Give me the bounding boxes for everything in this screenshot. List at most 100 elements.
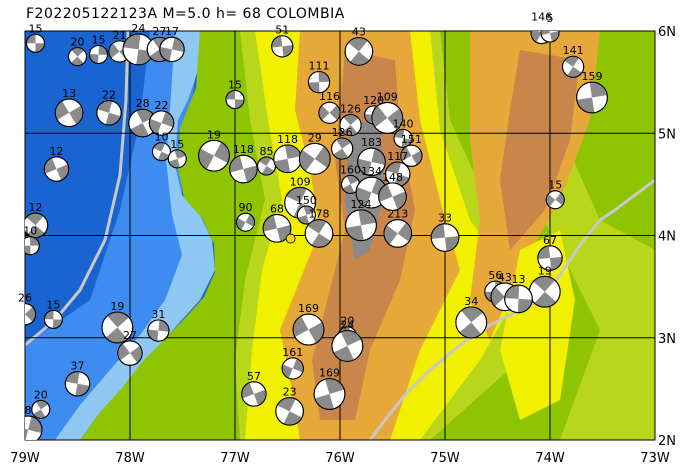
event-depth-label: 19 xyxy=(110,300,124,313)
event-depth-label: 120 xyxy=(363,94,384,107)
beachball-compression xyxy=(342,125,358,136)
beachball-rim xyxy=(54,98,84,128)
beachball-compression xyxy=(263,214,277,232)
beachball-compression xyxy=(172,37,185,52)
beachball-compression xyxy=(130,345,143,363)
beachball-icon xyxy=(262,214,292,243)
event-depth-label: 22 xyxy=(102,89,116,102)
beachball-compression xyxy=(383,225,398,245)
beachball-icon xyxy=(117,340,143,366)
event-depth-label: 15 xyxy=(92,34,106,47)
beachball-compression xyxy=(564,56,580,67)
beachball-icon xyxy=(273,144,302,174)
beachball-compression xyxy=(107,312,130,328)
event-depth-label: 15 xyxy=(46,298,60,311)
beachball-compression xyxy=(117,343,130,361)
beachball-compression xyxy=(308,82,320,93)
beachball-compression xyxy=(371,105,388,128)
beachball-compression xyxy=(394,129,405,139)
lon-tick-label: 74W xyxy=(535,451,565,466)
beachball-icon xyxy=(236,212,255,232)
event-depth-label: 22 xyxy=(155,99,169,112)
beachball-icon xyxy=(537,245,563,271)
main-event-marker xyxy=(285,233,296,244)
event-depth-label: 34 xyxy=(464,295,478,308)
beachball-compression xyxy=(283,411,303,426)
beachball-compression xyxy=(517,298,533,313)
event-depth-label: 169 xyxy=(319,367,340,380)
beachball-compression xyxy=(55,100,70,120)
lon-tick-label: 73W xyxy=(640,451,670,466)
beachball-icon xyxy=(430,223,460,252)
beachball-compression xyxy=(311,233,331,248)
event-depth-label: 169 xyxy=(298,302,319,315)
beachball-rim xyxy=(275,397,304,426)
event-depth-label: 20 xyxy=(340,315,354,328)
beachball-compression xyxy=(226,90,236,100)
beachball-compression xyxy=(69,105,83,125)
beachball-icon xyxy=(296,205,316,225)
event-depth-label: 134 xyxy=(361,165,382,178)
event-depth-label: 37 xyxy=(71,360,85,373)
event-depth-label: 150 xyxy=(296,194,317,207)
event-depth-label: 21 xyxy=(113,29,127,42)
beachball-icon xyxy=(345,209,377,242)
map-title: F202205122123A M=5.0 h= 68 COLOMBIA xyxy=(26,6,345,22)
beachball-icon xyxy=(371,102,404,134)
beachball-compression xyxy=(277,225,291,242)
beachball-rim xyxy=(378,182,407,211)
lat-tick-label: 4N xyxy=(658,230,676,245)
beachball-rim xyxy=(344,37,374,66)
event-depth-label: 31 xyxy=(151,308,165,321)
beachball-compression xyxy=(159,46,172,62)
beachball-rim xyxy=(68,47,87,67)
beachball-rim xyxy=(357,147,386,177)
event-depth-label: 15 xyxy=(548,179,562,192)
beachball-compression xyxy=(340,330,362,346)
beachball-rim xyxy=(25,212,49,238)
beachball-rim xyxy=(152,142,171,162)
event-depth-label: 19 xyxy=(207,128,221,141)
lon-tick-label: 79W xyxy=(10,451,40,466)
beachball-compression xyxy=(35,43,45,53)
beachball-rim xyxy=(25,303,37,326)
beachball-compression xyxy=(461,307,484,323)
event-depth-label: 124 xyxy=(351,198,372,211)
beachball-rim xyxy=(229,154,258,184)
event-depth-label: 5 xyxy=(547,12,554,25)
beachball-compression xyxy=(371,148,386,165)
beachball-compression xyxy=(25,428,29,440)
event-depth-label: 116 xyxy=(319,90,340,103)
beachball-compression xyxy=(282,45,293,57)
beachball-icon xyxy=(122,33,155,66)
beachball-compression xyxy=(28,416,42,434)
lat-tick-label: 6N xyxy=(658,25,676,40)
beachball-compression xyxy=(400,146,412,162)
beachball-rim xyxy=(117,340,143,366)
event-depth-label: 13 xyxy=(62,87,76,100)
beachball-compression xyxy=(356,187,372,207)
beachball-icon xyxy=(26,33,45,53)
beachball-icon xyxy=(504,284,533,314)
beachball-icon xyxy=(271,35,294,58)
beachball-rim xyxy=(96,100,122,126)
event-depth-label: 140 xyxy=(393,117,414,130)
beachball-icon xyxy=(528,275,561,308)
beachball-compression xyxy=(236,217,246,231)
event-depth-label: 90 xyxy=(239,201,253,214)
beachball-icon xyxy=(298,142,331,175)
beachball-compression xyxy=(550,31,559,42)
beachball-icon xyxy=(400,144,423,167)
beachball-icon xyxy=(357,147,386,177)
beachball-icon xyxy=(318,101,341,124)
beachball-icon xyxy=(576,81,608,114)
beachball-rim xyxy=(400,144,423,167)
river-line xyxy=(368,178,655,440)
event-depth-label: 117 xyxy=(387,150,408,163)
beachball-compression xyxy=(333,148,349,160)
lat-tick-label: 5N xyxy=(658,127,676,142)
beachball-icon xyxy=(383,219,413,248)
event-depth-label: 118 xyxy=(277,133,298,146)
beachball-rim xyxy=(89,45,108,65)
beachball-rim xyxy=(198,139,230,172)
